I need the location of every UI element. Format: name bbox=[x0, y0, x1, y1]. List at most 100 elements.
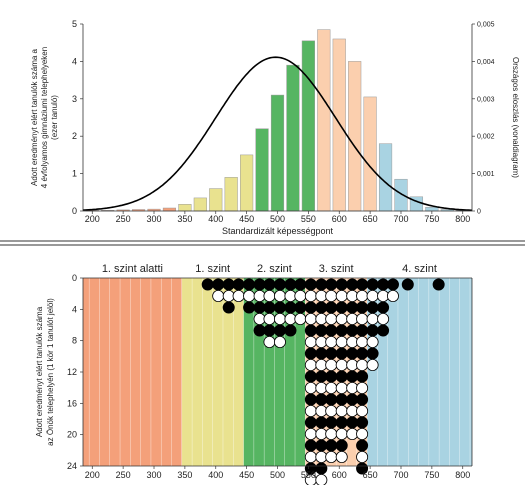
x-tick-label-400: 400 bbox=[208, 470, 223, 480]
y-axis-title-line-1: Adott eredményt elért tanulók száma a bbox=[30, 48, 39, 186]
student-dot bbox=[366, 312, 379, 325]
bar-325 bbox=[162, 207, 177, 212]
student-dot bbox=[356, 347, 369, 360]
student-dot bbox=[304, 439, 317, 452]
student-dot bbox=[356, 289, 369, 302]
student-dot bbox=[263, 335, 276, 348]
student-dot bbox=[304, 289, 317, 302]
x-tick-label-200: 200 bbox=[85, 214, 100, 224]
student-dot bbox=[325, 404, 338, 417]
bar-400 bbox=[209, 188, 223, 212]
x-tick-label-350: 350 bbox=[177, 470, 192, 480]
top-chart: 200 250 300 350 400 450 500 550 600 650 700 750 8000… bbox=[30, 19, 520, 236]
x-tick-label-600: 600 bbox=[332, 214, 347, 224]
student-dot bbox=[304, 393, 317, 406]
y-tick-label-16: 16 bbox=[67, 398, 77, 408]
x-tick-label-500: 500 bbox=[270, 470, 285, 480]
student-dot bbox=[273, 324, 286, 337]
student-dot bbox=[356, 381, 369, 394]
student-dot bbox=[273, 312, 286, 325]
student-dot bbox=[356, 312, 369, 325]
student-dot bbox=[335, 347, 348, 360]
student-dot bbox=[356, 439, 369, 452]
student-dot bbox=[335, 312, 348, 325]
student-dot bbox=[325, 427, 338, 440]
student-dot bbox=[356, 301, 369, 314]
student-dot bbox=[335, 370, 348, 383]
x-tick-label-350: 350 bbox=[177, 214, 192, 224]
student-dot bbox=[294, 289, 307, 302]
x-tick-label-750: 750 bbox=[424, 470, 439, 480]
student-dot bbox=[386, 278, 399, 291]
student-dot bbox=[263, 278, 276, 291]
y2-tick-label-2: 0,002 bbox=[477, 134, 495, 141]
student-dot bbox=[263, 289, 276, 302]
bar-350 bbox=[178, 204, 192, 212]
y-tick-label-5: 5 bbox=[72, 19, 77, 29]
student-dot bbox=[335, 289, 348, 302]
level-band-1 bbox=[83, 278, 182, 466]
y-axis-title-line-3: (ezer tanuló) bbox=[50, 95, 59, 140]
student-dot bbox=[432, 278, 445, 291]
student-dot bbox=[243, 289, 256, 302]
student-dot bbox=[356, 278, 369, 291]
bar-750 bbox=[425, 207, 439, 212]
student-dot bbox=[304, 381, 317, 394]
student-dot bbox=[325, 370, 338, 383]
student-dot bbox=[304, 278, 317, 291]
y2-tick-label-1: 0,001 bbox=[477, 171, 495, 178]
student-dot bbox=[304, 324, 317, 337]
x-tick-label-300: 300 bbox=[146, 470, 161, 480]
student-dot bbox=[325, 324, 338, 337]
student-dot bbox=[377, 312, 390, 325]
level-label-3: 2. szint bbox=[257, 263, 292, 275]
student-dot bbox=[304, 404, 317, 417]
student-dot bbox=[273, 278, 286, 291]
x-tick-label-550: 550 bbox=[301, 214, 316, 224]
student-dot bbox=[325, 347, 338, 360]
student-dot bbox=[356, 416, 369, 429]
student-dot bbox=[294, 278, 307, 291]
y-axis-title-line-1: Adott eredményt elért tanulók száma bbox=[35, 306, 44, 437]
student-dot bbox=[232, 289, 245, 302]
x-tick-label-700: 700 bbox=[393, 470, 408, 480]
student-dot bbox=[356, 358, 369, 371]
student-dot bbox=[356, 370, 369, 383]
student-dot bbox=[366, 289, 379, 302]
student-dot bbox=[294, 312, 307, 325]
student-dot bbox=[304, 335, 317, 348]
y-axis-title-line-2: az Önök telephelyén (1 kör 1 tanulót jel… bbox=[46, 298, 55, 446]
student-dot bbox=[201, 278, 214, 291]
student-dot bbox=[377, 324, 390, 337]
student-dot bbox=[263, 301, 276, 314]
level-label-2: 1. szint bbox=[195, 263, 230, 275]
student-dot bbox=[386, 289, 399, 302]
student-dot bbox=[284, 324, 297, 337]
student-dot bbox=[325, 278, 338, 291]
student-dot bbox=[335, 439, 348, 452]
student-dot bbox=[335, 393, 348, 406]
student-dot bbox=[222, 301, 235, 314]
student-dot bbox=[304, 312, 317, 325]
student-dot bbox=[356, 450, 369, 463]
student-dot bbox=[335, 301, 348, 314]
x-tick-label-250: 250 bbox=[116, 470, 131, 480]
x-tick-label-500: 500 bbox=[270, 214, 285, 224]
student-dot bbox=[377, 301, 390, 314]
student-dot bbox=[304, 347, 317, 360]
x-tick-label-250: 250 bbox=[116, 214, 131, 224]
student-dot bbox=[304, 427, 317, 440]
student-dot bbox=[325, 393, 338, 406]
y2-tick-label-3: 0,003 bbox=[477, 96, 495, 103]
student-dot bbox=[356, 404, 369, 417]
level-label-1: 1. szint alatti bbox=[102, 263, 163, 275]
student-dot bbox=[273, 301, 286, 314]
student-dot bbox=[325, 450, 338, 463]
y2-tick-label-4: 0,004 bbox=[477, 59, 495, 66]
student-dot bbox=[335, 416, 348, 429]
separator bbox=[0, 240, 525, 246]
y-tick-label-4: 4 bbox=[72, 304, 77, 314]
student-dot bbox=[273, 335, 286, 348]
student-dot bbox=[304, 358, 317, 371]
x-tick-label-300: 300 bbox=[146, 214, 161, 224]
